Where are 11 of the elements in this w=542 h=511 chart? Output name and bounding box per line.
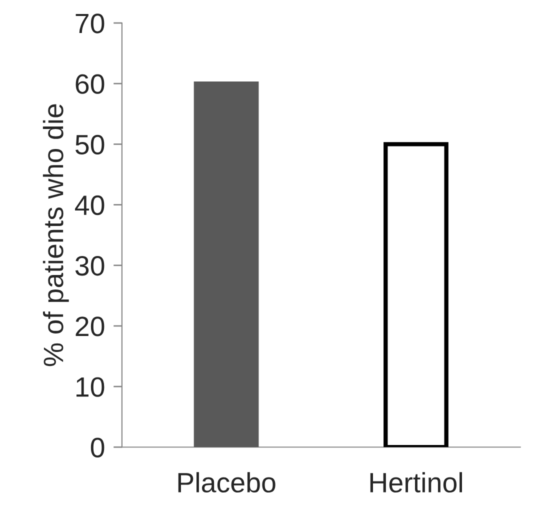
y-axis-title: % of patients who die — [42, 104, 69, 366]
y-tick-label: 40 — [75, 195, 104, 216]
y-tick-label: 10 — [76, 377, 104, 397]
x-tick-label: Hertinol — [370, 472, 462, 493]
y-tick-label: 20 — [76, 316, 104, 336]
y-tick-label: 50 — [76, 134, 104, 155]
y-tick-label: 0 — [90, 438, 104, 458]
y-tick-label: 70 — [76, 14, 104, 34]
x-tick-label: Placebo — [178, 472, 276, 493]
y-tick-label: 30 — [75, 256, 104, 276]
y-tick-label: 60 — [76, 74, 104, 94]
